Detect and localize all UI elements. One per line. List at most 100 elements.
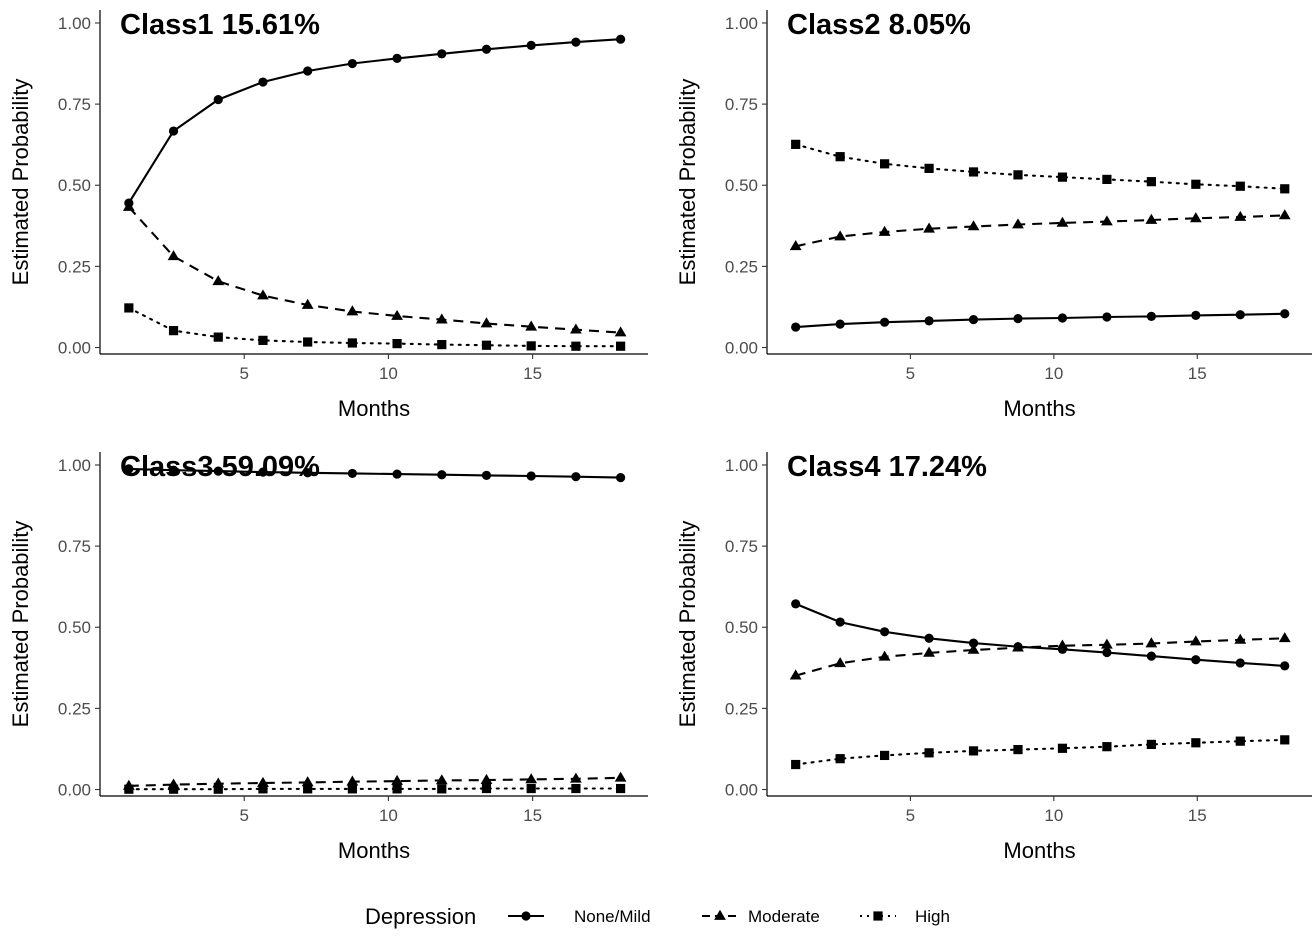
data-point-moderate [789,240,802,251]
data-point-none-mild [968,638,979,648]
data-point-high [392,784,402,794]
data-point-moderate [391,309,403,320]
data-point-none-mild [392,53,402,63]
panel-class4: 0.00 0.25 0.50 0.75 1.00 5 10 15 Months Estimated… [675,451,1312,863]
data-point-moderate [435,313,448,324]
legend-label-none-mild: None/Mild [574,907,651,926]
y-tick-label: 0.00 [725,339,758,358]
data-point-moderate [1056,639,1069,650]
data-point-none-mild [1057,313,1068,323]
y-tick-label: 0.75 [725,95,758,114]
data-point-moderate [301,298,314,309]
y-tick-label: 0.25 [58,699,91,718]
x-tick-label: 5 [906,364,915,383]
y-tick-label: 1.00 [58,456,91,475]
data-point-high [526,783,536,794]
data-point-high [437,784,447,794]
data-point-moderate [1234,633,1247,644]
data-point-high [1235,736,1245,746]
data-point-none-mild [1013,314,1023,324]
data-point-high [526,341,536,351]
y-tick-label: 0.25 [58,257,91,276]
data-point-high [1146,739,1156,749]
data-point-high [213,784,223,794]
data-point-moderate [923,646,935,657]
data-point-moderate [391,774,403,785]
series-line-high [127,787,622,791]
data-point-none-mild [880,627,890,637]
data-point-moderate [923,222,935,233]
data-point-moderate [346,305,359,316]
data-point-high [481,783,492,794]
y-tick-label: 0.50 [58,176,91,195]
series-line-none-mild [795,602,1285,667]
data-point-none-mild [392,469,402,479]
y-tick-label: 0.00 [58,339,91,358]
data-point-moderate [1189,212,1202,223]
data-point-none-mild [526,471,536,481]
data-point-moderate [301,776,314,787]
data-point-none-mild [258,77,268,87]
data-point-moderate [346,775,359,786]
y-tick-label: 0.25 [725,257,758,276]
data-point-none-mild [213,466,223,476]
data-point-none-mild [437,470,447,480]
data-point-high [571,341,581,351]
panel-title: Class4 17.24% [787,451,987,483]
data-point-high [347,784,357,794]
data-point-none-mild [481,44,492,54]
data-point-high [791,759,801,770]
data-point-moderate [570,772,582,783]
data-point-none-mild [437,49,447,59]
data-point-moderate [1012,218,1024,229]
data-point-high [835,754,845,764]
y-tick-label: 0.00 [725,781,758,800]
data-point-moderate [614,771,627,782]
data-point-moderate [878,650,891,661]
x-tick-label: 15 [523,364,542,383]
data-point-moderate [1278,632,1291,643]
series-line-moderate [795,637,1285,677]
data-point-high [303,337,313,347]
data-point-none-mild [213,94,223,105]
y-tick-label: 0.75 [58,95,91,114]
data-point-high [124,784,134,794]
data-point-moderate [834,230,847,241]
data-point-none-mild [1191,310,1201,320]
series-line-moderate [128,206,621,334]
data-point-high [303,784,313,794]
data-point-none-mild [1235,658,1245,668]
data-point-none-mild [526,40,536,50]
data-point-none-mild [571,37,581,47]
data-point-high [347,338,357,348]
series-line-high [794,143,1286,190]
data-point-moderate [525,320,538,331]
data-point-high [1280,735,1290,745]
data-point-moderate [1056,216,1069,227]
data-point-high [1191,738,1201,748]
legend-label-high: High [915,907,950,926]
data-point-moderate [789,669,802,680]
legend: Depression None/Mild Moderate High [365,904,950,929]
data-point-none-mild [616,473,626,483]
data-point-high [258,335,268,345]
data-point-none-mild [1102,647,1112,658]
data-point-high [392,339,402,349]
data-point-none-mild [571,472,581,482]
x-axis-title: Months [1003,396,1075,421]
data-point-none-mild [303,66,313,76]
data-point-high [1102,174,1112,185]
y-tick-label: 0.25 [725,699,758,718]
data-point-high [1280,184,1290,194]
data-point-high [924,163,934,173]
data-point-moderate [1101,215,1113,226]
data-point-high [124,303,134,313]
data-point-moderate [614,326,627,337]
data-point-none-mild [347,468,357,479]
data-point-moderate [878,225,891,236]
y-tick-label: 0.50 [725,176,758,195]
data-point-high [1146,177,1156,187]
data-point-moderate [570,323,582,334]
y-axis-title: Estimated Probability [675,79,700,286]
